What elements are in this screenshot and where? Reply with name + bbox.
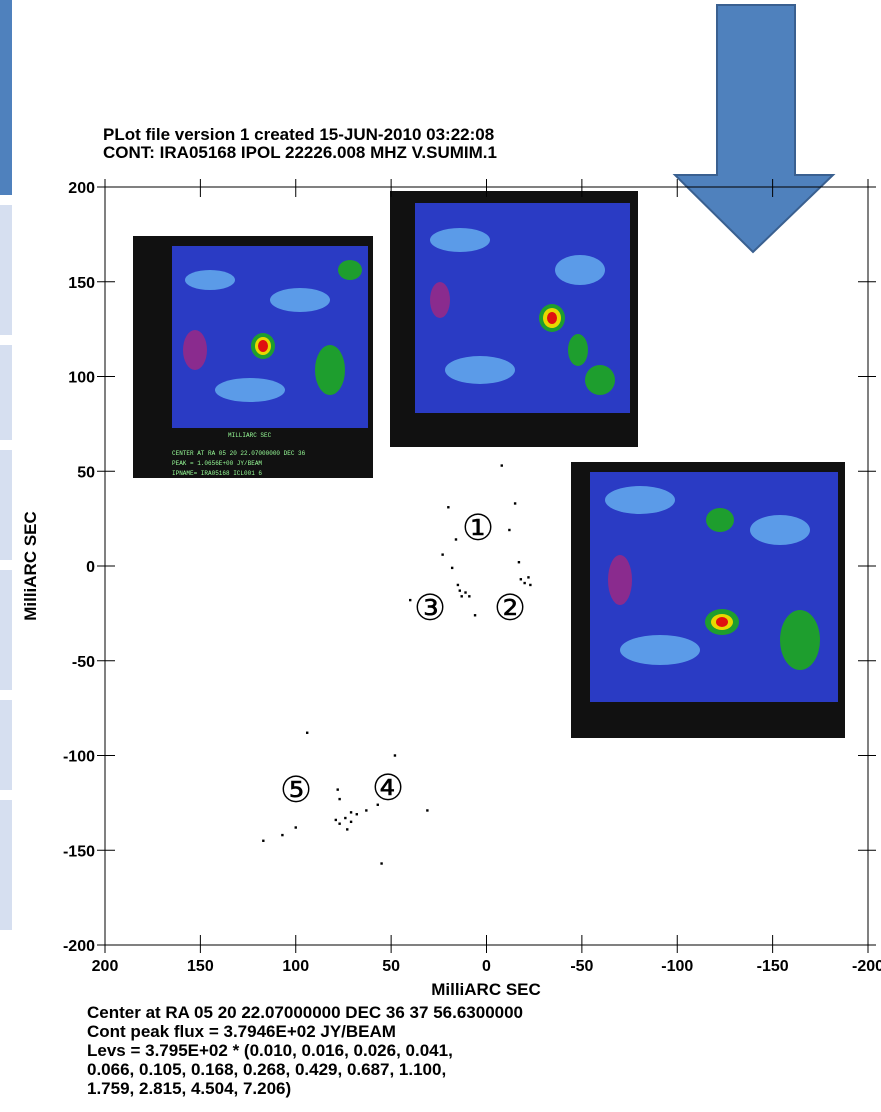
maser-spot	[514, 502, 516, 504]
y-tick-label: -50	[72, 654, 95, 671]
inset-text: MILLIARC SEC	[228, 432, 272, 439]
x-tick-label: 100	[282, 958, 309, 975]
y-tick-label: 100	[68, 370, 95, 387]
maser-spot	[461, 595, 463, 597]
slide: MILLIARC SEC CENTER AT RA 05 20 22.07000…	[0, 0, 881, 1107]
annotation: ①	[462, 507, 494, 548]
maser-spot	[457, 584, 459, 586]
maser-spot	[464, 591, 466, 593]
x-tick-label: 150	[187, 958, 214, 975]
arrow	[675, 5, 833, 252]
x-tick-label: 0	[482, 958, 491, 975]
maser-spot	[344, 817, 346, 819]
footer-line: 0.066, 0.105, 0.168, 0.268, 0.429, 0.687…	[87, 1060, 446, 1079]
chart-title: PLot file version 1 created 15-JUN-2010 …	[103, 125, 494, 144]
maser-spot	[447, 506, 449, 508]
maser-spot	[501, 464, 503, 466]
x-tick-label: -100	[661, 958, 693, 975]
maser-spot	[335, 819, 337, 821]
maser-spot	[529, 584, 531, 586]
maser-spot	[380, 862, 382, 864]
annotation: ③	[414, 587, 446, 628]
annotation: ⑤	[280, 769, 312, 810]
inset-text: CENTER AT RA 05 20 22.07000000 DEC 36	[172, 450, 306, 457]
x-tick-label: -50	[570, 958, 593, 975]
maser-spot	[459, 589, 461, 591]
maser-spot	[295, 826, 297, 828]
x-tick-label: -200	[852, 958, 881, 975]
footer-line: 1.759, 2.815, 4.504, 7.206)	[87, 1079, 291, 1098]
x-axis-label: MilliARC SEC	[431, 980, 541, 999]
maser-spot	[520, 578, 522, 580]
insets: MILLIARC SEC CENTER AT RA 05 20 22.07000…	[133, 191, 845, 738]
maser-spot	[356, 813, 358, 815]
maser-spot	[346, 828, 348, 830]
x-tick-label: 200	[92, 958, 119, 975]
sidebar	[0, 0, 12, 930]
maser-spot	[337, 788, 339, 790]
maser-spot	[409, 599, 411, 601]
x-tick-label: -150	[757, 958, 789, 975]
maser-spot	[350, 811, 352, 813]
maser-spot	[451, 567, 453, 569]
maser-spot	[523, 582, 525, 584]
maser-spot	[474, 614, 476, 616]
maser-spot	[338, 798, 340, 800]
y-tick-label: 150	[68, 275, 95, 292]
maser-spot	[508, 529, 510, 531]
footer-line: Levs = 3.795E+02 * (0.010, 0.016, 0.026,…	[87, 1041, 453, 1060]
maser-spot	[441, 553, 443, 555]
maser-spot	[306, 732, 308, 734]
y-tick-label: -150	[63, 843, 95, 860]
maser-spot	[262, 840, 264, 842]
inset-text: PEAK = 1.0656E+00 JY/BEAM	[172, 460, 262, 467]
y-axis-label: MilliARC SEC	[21, 511, 40, 621]
y-tick-label: 50	[77, 464, 95, 481]
maser-spot	[281, 834, 283, 836]
maser-spot	[527, 576, 529, 578]
maser-spot	[455, 538, 457, 540]
y-tick-label: -100	[63, 749, 95, 766]
y-tick-label: -200	[63, 938, 95, 955]
x-tick-label: 50	[382, 958, 400, 975]
inset-text: IPNAME= IRA05168 ICL001 6	[172, 470, 262, 477]
y-tick-label: 200	[68, 180, 95, 197]
maser-spot	[426, 809, 428, 811]
annotation: ②	[494, 587, 526, 628]
y-tick-label: 0	[86, 559, 95, 576]
annotation: ④	[372, 767, 404, 808]
maser-spot	[365, 809, 367, 811]
maser-spot	[468, 595, 470, 597]
maser-spot	[350, 821, 352, 823]
maser-spot	[518, 561, 520, 563]
footer-line: Cont peak flux = 3.7946E+02 JY/BEAM	[87, 1022, 396, 1041]
chart-subtitle: CONT: IRA05168 IPOL 22226.008 MHZ V.SUMI…	[103, 143, 497, 162]
footer-line: Center at RA 05 20 22.07000000 DEC 36 37…	[87, 1003, 523, 1022]
maser-spot	[338, 823, 340, 825]
maser-spot	[394, 754, 396, 756]
